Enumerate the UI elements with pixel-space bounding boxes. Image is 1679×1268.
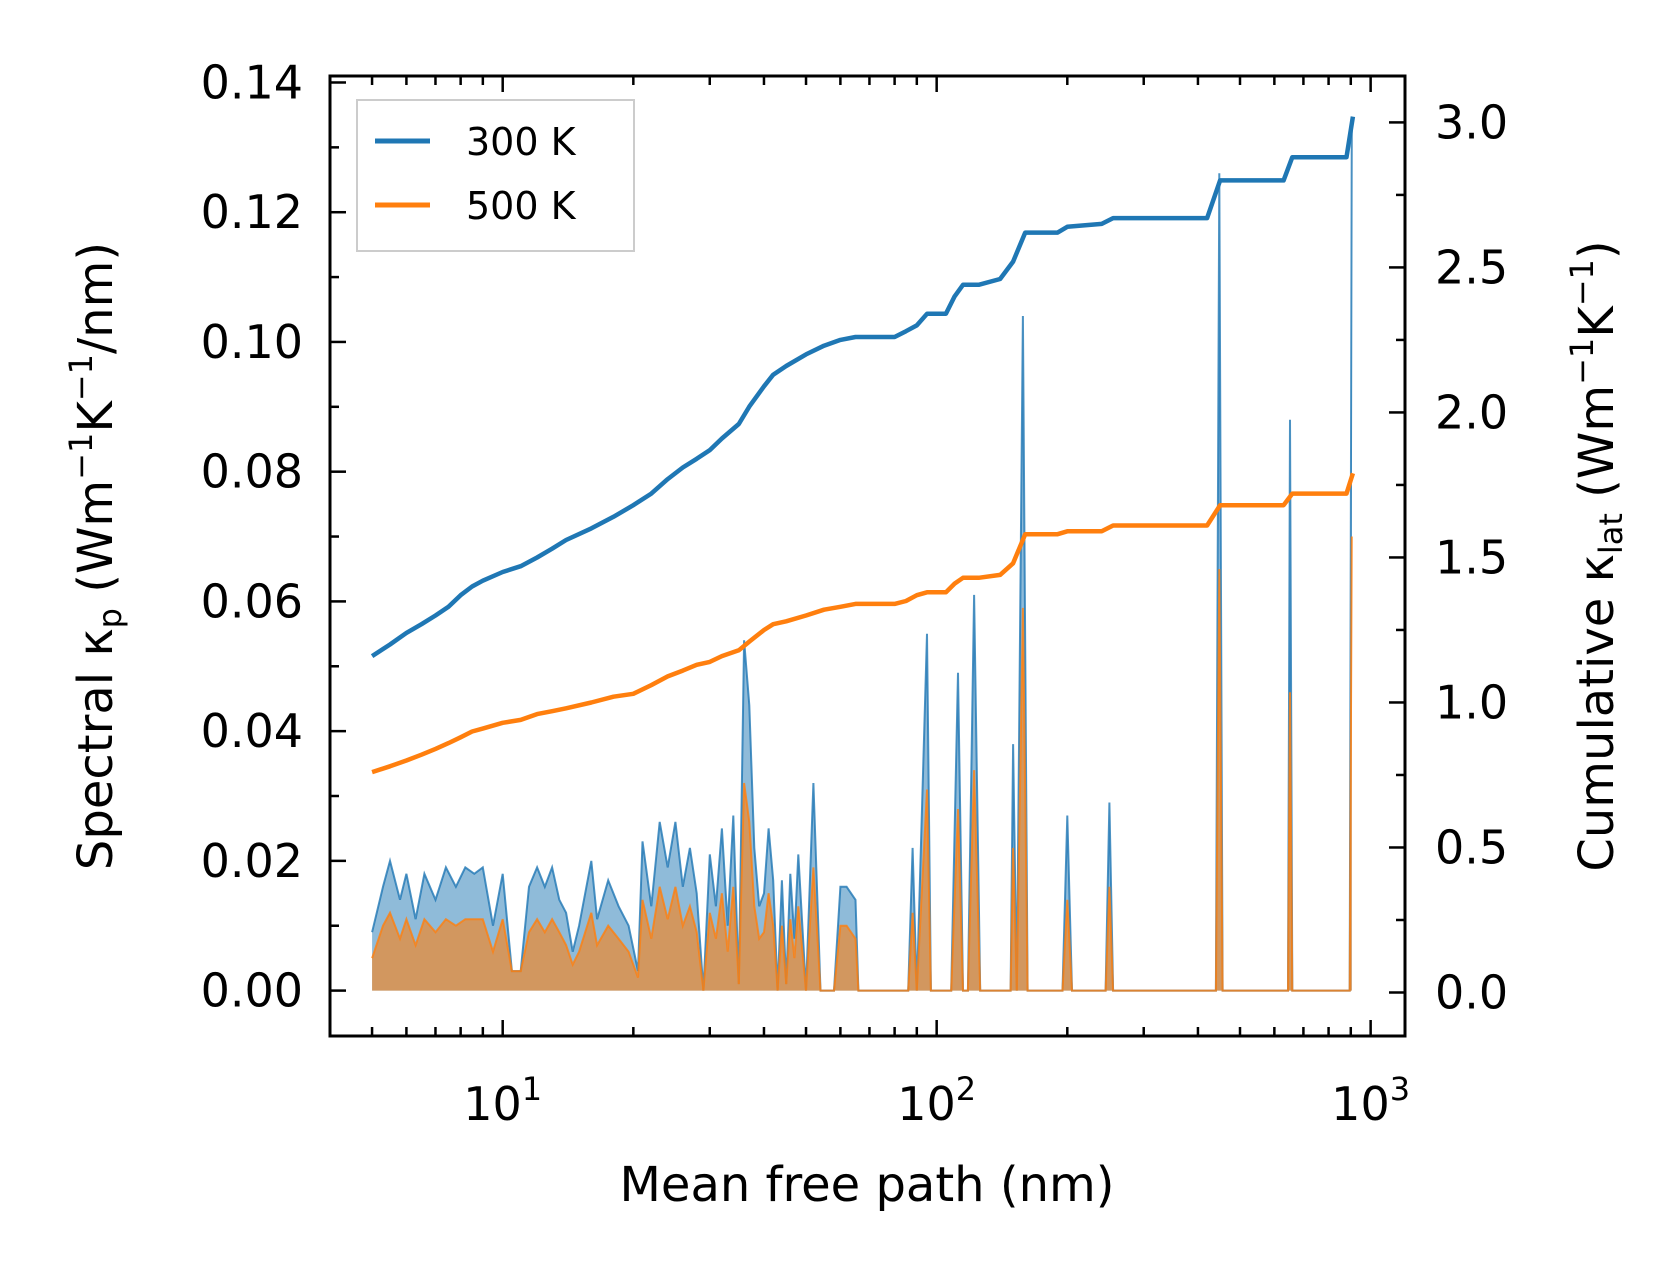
spectral-line-500k: [371, 536, 1353, 992]
x-axis-title: Mean free path (nm): [620, 1157, 1115, 1213]
y-axis-title-unit-close: /nm): [68, 242, 124, 354]
tick-label-layer: 101 102 1030.000.020.040.060.080.100.120.1…: [201, 55, 1509, 1131]
spectral-area-layer: [371, 121, 1353, 992]
y2-tick-label: 2.5: [1435, 240, 1508, 294]
y2-axis-title: Cumulative κlat (Wm−1K−1): [1563, 240, 1630, 871]
y-axis-title-sup-1: −1: [62, 433, 100, 480]
x-tick-label: 103: [1331, 1070, 1410, 1131]
y-tick-label: 0.06: [201, 574, 303, 628]
y-tick-label: 0.12: [201, 185, 303, 239]
y-axis-title: Spectral κp (Wm−1K−1/nm): [62, 242, 129, 870]
y2-tick-label: 2.0: [1435, 385, 1508, 439]
legend-box: [356, 99, 635, 252]
y-tick-label: 0.08: [201, 445, 303, 499]
cumulative-line-300k: [370, 116, 1356, 658]
y2-axis-title-sup-2: −1: [1563, 259, 1601, 306]
spectral-area-500k: [372, 536, 1352, 991]
x-tick-base: 10: [463, 1077, 522, 1131]
legend-label-500k: 500 K: [466, 184, 577, 228]
x-tick-base: 10: [897, 1077, 956, 1131]
y2-tick-label: 3.0: [1435, 95, 1508, 149]
cumulative-line-layer: [370, 116, 1356, 775]
y2-tick-label: 0.0: [1435, 965, 1508, 1019]
x-tick-exponent: 3: [1390, 1070, 1410, 1108]
y-axis-title-sub: p: [91, 608, 129, 628]
plot-frame: [328, 74, 1407, 1038]
y-tick-label: 0.10: [201, 315, 303, 369]
y-axis-title-unit-mid: K: [68, 400, 124, 433]
x-tick-label: 102: [897, 1070, 976, 1131]
y2-tick-label: 0.5: [1435, 820, 1508, 874]
y-tick-label: 0.00: [201, 964, 303, 1018]
y2-axis-title-sup-1: −1: [1563, 338, 1601, 385]
y-tick-label: 0.04: [201, 704, 303, 758]
y2-axis-title-unit: (Wm: [1569, 385, 1625, 513]
x-tick-base: 10: [1331, 1077, 1390, 1131]
cumulative-line-500k: [371, 472, 1356, 775]
spectral-area-300k: [372, 121, 1352, 991]
y-tick-label: 0.14: [201, 55, 303, 109]
y-axis-title-unit: (Wm: [68, 480, 124, 608]
y2-axis-title-sub: lat: [1592, 513, 1630, 554]
y2-tick-label: 1.5: [1435, 530, 1508, 584]
y-axis-title-main: Spectral κ: [68, 628, 124, 870]
x-tick-label: 101: [463, 1070, 542, 1131]
legend-label-300k: 300 K: [466, 120, 577, 164]
x-tick-exponent: 1: [522, 1070, 542, 1108]
y-tick-label: 0.02: [201, 834, 303, 888]
x-tick-exponent: 2: [956, 1070, 976, 1108]
y2-tick-label: 1.0: [1435, 675, 1508, 729]
legend: 300 K 500 K: [356, 99, 635, 252]
y-axis-title-sup-2: −1: [62, 354, 100, 401]
y2-axis-title-unit-close: ): [1569, 240, 1625, 259]
y2-axis-title-unit-mid: K: [1569, 305, 1625, 338]
y2-axis-title-main: Cumulative κ: [1569, 554, 1625, 872]
